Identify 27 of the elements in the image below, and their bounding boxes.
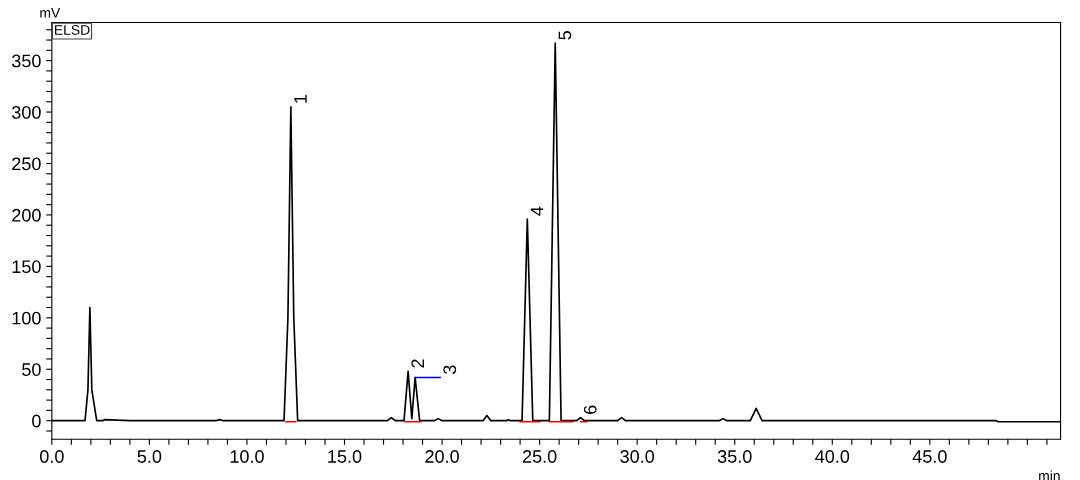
x-tick-label: 5.0 <box>137 450 162 463</box>
y-tick-label: 300 <box>11 105 41 119</box>
y-tick-label: 350 <box>11 54 41 68</box>
annotation: ELSD <box>55 25 90 35</box>
x-tick-label: 25.0 <box>522 450 557 463</box>
annotation: 2 <box>411 359 424 368</box>
x-tick-label: 20.0 <box>425 450 459 463</box>
x-tick-label: 35.0 <box>717 450 752 463</box>
y-tick-label: 100 <box>12 311 41 325</box>
x-axis-title: min <box>1039 470 1060 480</box>
annotation: 1 <box>294 94 307 103</box>
y-tick-label: 200 <box>12 208 41 222</box>
x-tick-label: 40.0 <box>815 450 850 463</box>
annotation: 5 <box>558 31 572 40</box>
annotation: 3 <box>443 365 457 375</box>
y-tick-label: 250 <box>12 157 41 171</box>
x-tick-label: 45.0 <box>912 450 947 463</box>
x-tick-label: 15.0 <box>328 450 362 463</box>
x-tick-label: 0.0 <box>40 450 64 463</box>
x-tick-label: 10.0 <box>230 450 264 463</box>
y-axis-title: mV <box>40 8 61 18</box>
y-tick-label: 150 <box>12 260 41 274</box>
y-tick-label: 50 <box>22 363 41 376</box>
x-tick-label: 30.0 <box>620 450 655 463</box>
annotation: 4 <box>530 206 544 216</box>
annotation: 6 <box>583 405 597 414</box>
y-tick-label: 0 <box>32 414 41 428</box>
